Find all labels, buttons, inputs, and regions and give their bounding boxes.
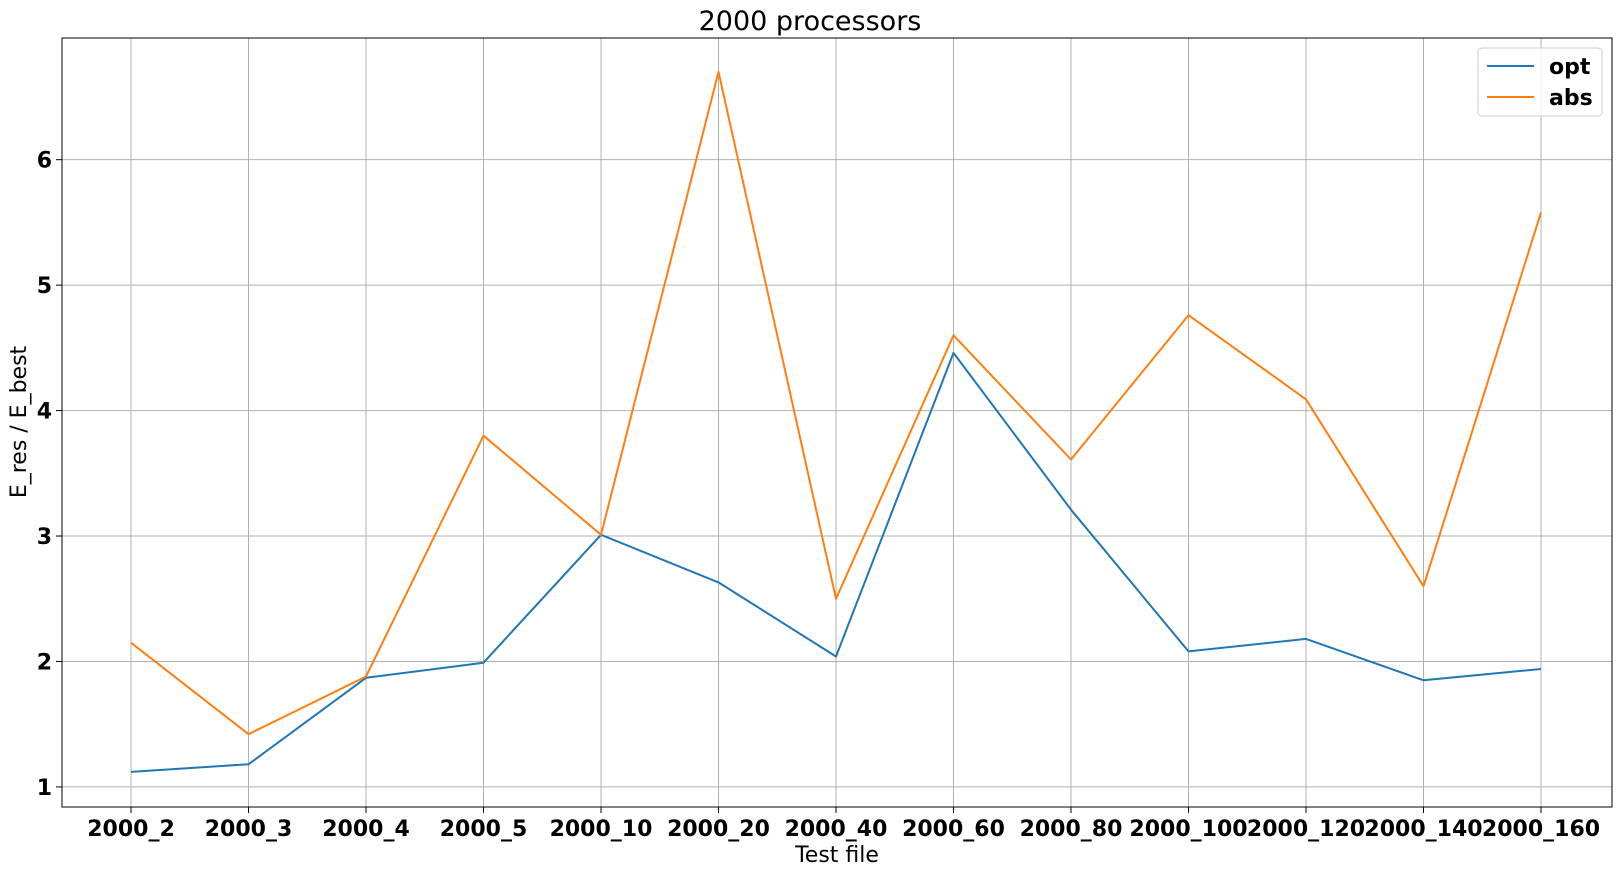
series-lines [130, 70, 1542, 773]
y-tick-label: 2 [37, 650, 52, 675]
x-tick-label: 2000_60 [902, 817, 1005, 842]
chart-title: 2000 processors [699, 6, 922, 37]
x-axis-label: Test file [794, 843, 879, 868]
y-axis-ticks: 1 2 3 4 5 6 [37, 149, 62, 801]
y-axis-label: E_res / E_best [7, 345, 32, 498]
x-tick-label: 2000_4 [322, 817, 410, 842]
x-tick-label: 2000_140 [1364, 817, 1482, 842]
legend-label-abs: abs [1549, 86, 1593, 111]
y-tick-label: 4 [37, 400, 52, 425]
legend: opt abs [1477, 47, 1603, 117]
y-tick-label: 5 [37, 274, 52, 299]
x-tick-label: 2000_80 [1020, 817, 1123, 842]
legend-label-opt: opt [1549, 55, 1591, 80]
x-tick-label: 2000_20 [667, 817, 770, 842]
x-tick-label: 2000_2 [87, 817, 175, 842]
x-tick-label: 2000_120 [1247, 817, 1365, 842]
series-line-abs [130, 70, 1542, 736]
y-tick-label: 3 [37, 525, 52, 550]
x-tick-label: 2000_10 [550, 817, 653, 842]
y-tick-label: 1 [37, 776, 52, 801]
grid-lines [62, 38, 1612, 807]
x-tick-label: 2000_160 [1482, 817, 1600, 842]
x-tick-label: 2000_100 [1129, 817, 1247, 842]
plot-frame [61, 37, 1613, 808]
x-axis-ticks: 2000_2 2000_3 2000_4 2000_5 2000_10 2000_20 20… [87, 807, 1600, 842]
x-tick-label: 2000_3 [205, 817, 293, 842]
y-tick-label: 6 [37, 149, 52, 174]
x-tick-label: 2000_40 [785, 817, 888, 842]
x-tick-label: 2000_5 [440, 817, 528, 842]
series-line-opt [130, 351, 1542, 773]
